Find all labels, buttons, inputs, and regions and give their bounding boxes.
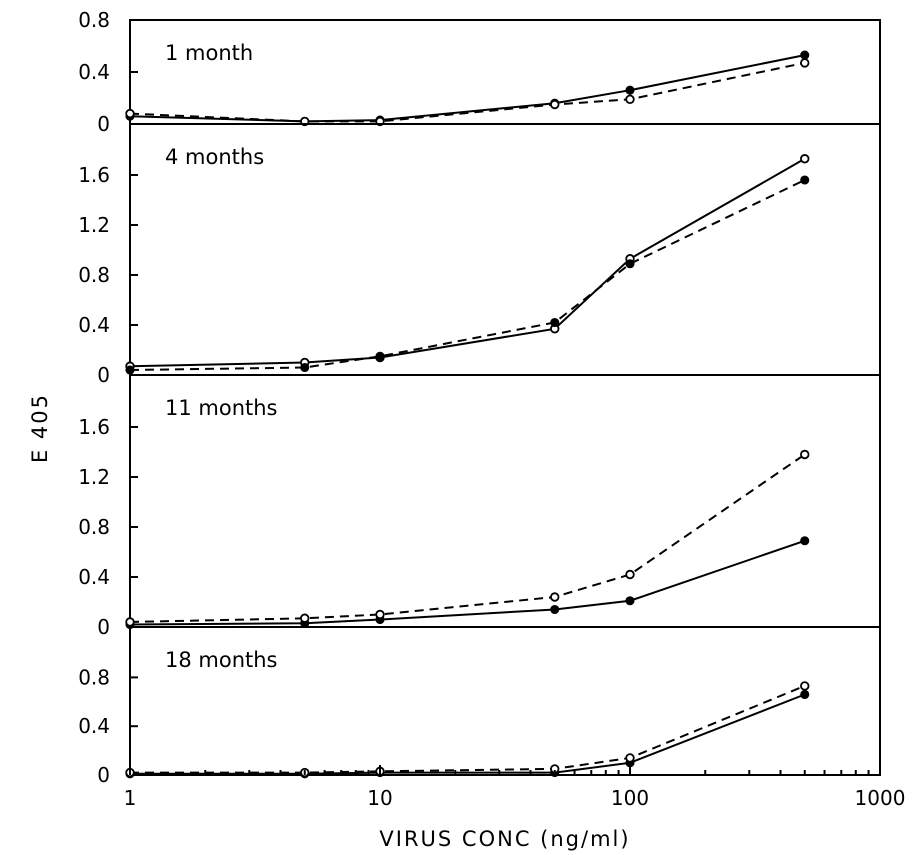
y-tick-label: 1.6 <box>78 415 110 439</box>
data-point <box>800 449 810 460</box>
x-axis: 1 10 100 1000 <box>124 765 906 810</box>
y-tick-label: 0.4 <box>78 60 110 84</box>
y-tick-label: 0 <box>97 363 110 387</box>
series-line <box>129 179 806 371</box>
data-point <box>300 613 310 623</box>
y-tick-label: 0.8 <box>78 8 110 32</box>
y-tick-label: 1.6 <box>78 163 110 187</box>
data-point <box>800 175 810 185</box>
data-point <box>550 592 560 602</box>
panel-frame <box>129 626 881 776</box>
y-tick-label: 1.2 <box>78 213 110 237</box>
series-line <box>129 453 806 623</box>
data-point <box>800 154 810 164</box>
series-line <box>129 54 805 123</box>
series-dashed <box>125 449 810 627</box>
data-point <box>625 569 635 580</box>
series-solid <box>125 536 810 630</box>
panel-title: 1 month <box>165 41 253 65</box>
panel-3: 11 months 0 0.4 0.8 1.2 1.6 <box>78 374 881 639</box>
y-tick-label: 0.4 <box>78 714 110 738</box>
y-tick-label: 0 <box>97 112 110 136</box>
series-dashed <box>125 175 810 375</box>
x-axis-title: VIRUS CONC (ng/ml) <box>379 827 630 851</box>
data-point <box>800 536 810 546</box>
y-axis-title: E 405 <box>28 393 52 463</box>
data-point <box>625 596 635 606</box>
data-point <box>550 317 560 328</box>
data-point <box>800 58 810 68</box>
data-point <box>625 85 635 95</box>
y-tick-label: 0 <box>97 763 110 787</box>
panel-title: 4 months <box>165 145 264 169</box>
y-tick-label: 0.8 <box>78 263 110 287</box>
series-line <box>129 157 806 368</box>
data-point <box>800 681 810 691</box>
data-point <box>550 604 560 615</box>
panel-2: 4 months 0 0.4 0.8 1.2 1.6 <box>78 123 881 387</box>
data-point <box>800 50 810 60</box>
panel-title: 18 months <box>165 648 278 672</box>
data-point <box>625 259 635 269</box>
panel-title: 11 months <box>165 396 278 420</box>
data-point <box>125 617 135 627</box>
data-point <box>375 351 385 361</box>
series-dashed <box>125 681 810 778</box>
y-tick-label: 0 <box>97 615 110 639</box>
series-line <box>129 539 806 626</box>
y-tick-label: 0.8 <box>78 665 110 689</box>
data-point <box>550 99 560 110</box>
y-tick-label: 0.4 <box>78 565 110 589</box>
x-tick-label: 10 <box>367 786 392 810</box>
series-solid <box>125 689 810 779</box>
series-line <box>129 61 805 123</box>
data-point <box>125 108 135 119</box>
series-line <box>130 684 806 774</box>
panel-4: 18 months 0 0.4 0.8 <box>78 626 881 787</box>
panel-1: 1 month 0 0.4 0.8 <box>78 8 881 136</box>
data-point <box>625 94 635 104</box>
data-point <box>375 609 385 620</box>
x-tick-label: 100 <box>611 786 649 810</box>
data-point <box>625 753 635 763</box>
y-tick-label: 0.8 <box>78 515 110 539</box>
series-line <box>130 693 806 775</box>
series-dashed <box>125 58 810 127</box>
y-tick-label: 1.2 <box>78 465 110 489</box>
data-point <box>800 689 810 700</box>
data-point <box>125 365 135 375</box>
series-solid <box>125 154 810 371</box>
y-tick-label: 0.4 <box>78 313 110 337</box>
data-point <box>300 362 310 373</box>
x-tick-label: 1000 <box>855 786 906 810</box>
x-tick-label: 1 <box>124 786 137 810</box>
